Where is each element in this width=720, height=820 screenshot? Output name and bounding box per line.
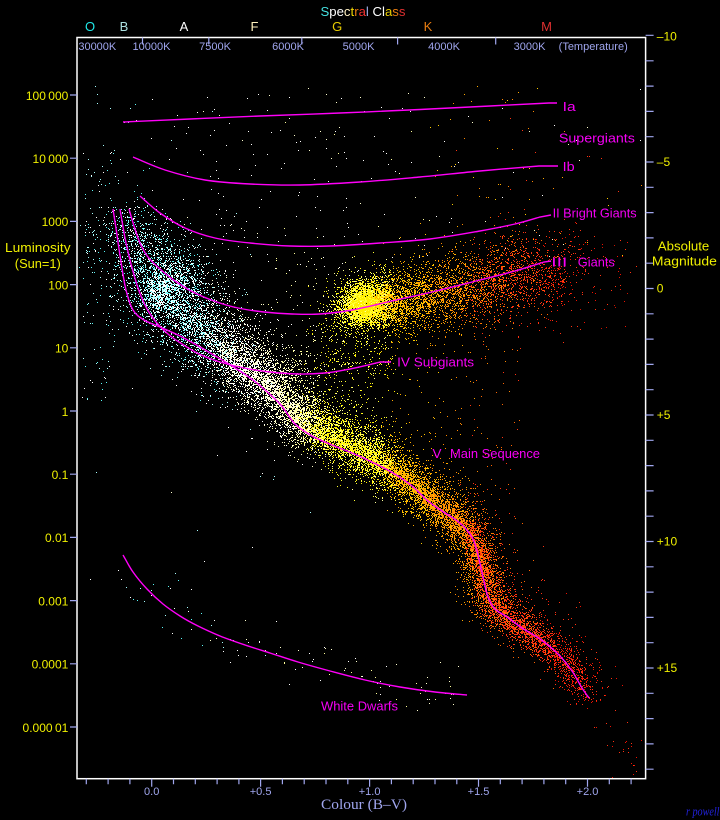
- svg-text:+1.0: +1.0: [359, 786, 381, 798]
- svg-text:10 000: 10 000: [33, 152, 69, 166]
- svg-text:0.0001: 0.0001: [32, 658, 69, 672]
- svg-text:Main Sequence: Main Sequence: [450, 446, 540, 461]
- svg-text:10: 10: [55, 342, 69, 356]
- svg-text:Spectral Class: Spectral Class: [321, 4, 407, 19]
- svg-text:r powell: r powell: [686, 805, 720, 819]
- svg-text:Luminosity: Luminosity: [5, 241, 71, 255]
- svg-text:+5: +5: [657, 408, 671, 422]
- svg-text:F: F: [251, 19, 259, 34]
- svg-text:–5: –5: [657, 155, 671, 169]
- svg-text:0.01: 0.01: [45, 531, 69, 545]
- svg-text:30000K: 30000K: [78, 41, 117, 53]
- svg-text:O: O: [85, 19, 95, 34]
- svg-text:–10: –10: [657, 29, 677, 43]
- svg-text:II Bright Giants: II Bright Giants: [553, 206, 637, 221]
- svg-text:(Temperature): (Temperature): [559, 41, 628, 53]
- svg-text:Ia: Ia: [563, 99, 577, 114]
- svg-text:0.0: 0.0: [144, 786, 159, 798]
- svg-text:Giants: Giants: [578, 255, 615, 270]
- svg-text:+10: +10: [657, 534, 678, 548]
- svg-text:III: III: [551, 255, 567, 270]
- svg-text:(Sun=1): (Sun=1): [15, 257, 61, 271]
- svg-text:4000K: 4000K: [428, 41, 460, 53]
- svg-text:3000K: 3000K: [514, 41, 546, 53]
- svg-text:+0.5: +0.5: [250, 786, 272, 798]
- svg-text:Absolute: Absolute: [658, 240, 710, 254]
- svg-text:0.000 01: 0.000 01: [23, 721, 69, 735]
- svg-text:0: 0: [657, 281, 664, 295]
- svg-text:+15: +15: [657, 661, 678, 675]
- svg-text:V: V: [433, 446, 442, 461]
- svg-text:Magnitude: Magnitude: [652, 255, 717, 269]
- svg-text:100 000: 100 000: [26, 89, 69, 103]
- svg-text:A: A: [180, 19, 189, 34]
- svg-text:0.001: 0.001: [38, 594, 68, 608]
- svg-text:K: K: [424, 19, 433, 34]
- svg-text:6000K: 6000K: [272, 41, 304, 53]
- svg-text:Ib: Ib: [563, 159, 575, 174]
- svg-text:1: 1: [62, 405, 69, 419]
- svg-text:B: B: [120, 19, 129, 34]
- svg-text:White Dwarfs: White Dwarfs: [321, 699, 398, 714]
- svg-text:+1.5: +1.5: [468, 786, 490, 798]
- svg-text:7500K: 7500K: [199, 41, 231, 53]
- svg-text:+2.0: +2.0: [577, 786, 599, 798]
- svg-text:IV Subgiants: IV Subgiants: [397, 355, 475, 370]
- svg-text:Supergiants: Supergiants: [559, 131, 636, 146]
- svg-text:0.1: 0.1: [52, 468, 69, 482]
- svg-text:1000: 1000: [42, 215, 69, 229]
- svg-text:5000K: 5000K: [343, 41, 375, 53]
- svg-text:10000K: 10000K: [133, 41, 172, 53]
- svg-text:G: G: [332, 19, 342, 34]
- svg-text:M: M: [541, 19, 552, 34]
- svg-text:100: 100: [48, 278, 68, 292]
- svg-text:Colour (B–V): Colour (B–V): [321, 797, 407, 813]
